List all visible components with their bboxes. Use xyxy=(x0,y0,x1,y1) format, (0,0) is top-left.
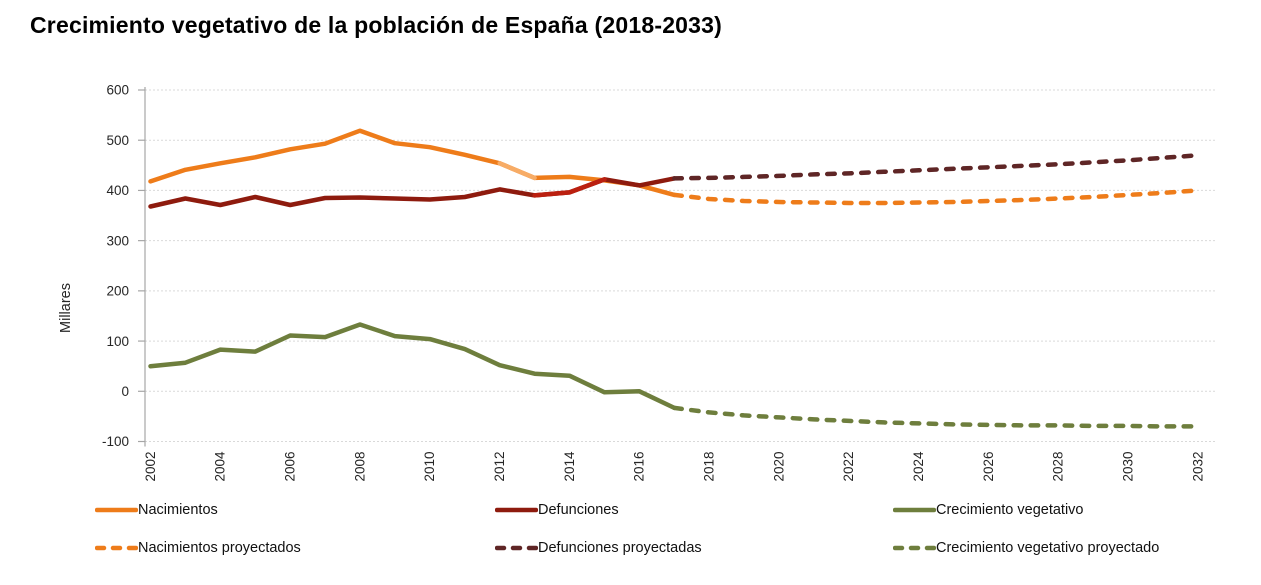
overlay-segment-nacimientos xyxy=(497,161,537,181)
x-tick-label-2030: 2030 xyxy=(1121,452,1136,482)
x-tick-label-2004: 2004 xyxy=(213,451,228,482)
y-tick-label-500: 500 xyxy=(106,133,129,148)
legend-swatch-defunciones-icon xyxy=(495,507,538,513)
x-tick-label-2020: 2020 xyxy=(771,452,786,482)
x-tick-label-2014: 2014 xyxy=(562,451,577,482)
overlay-segment-defunciones xyxy=(532,177,607,198)
x-tick-label-2028: 2028 xyxy=(1051,452,1066,482)
x-tick-label-2024: 2024 xyxy=(911,451,926,482)
x-tick-label-2002: 2002 xyxy=(143,452,158,482)
y-tick-label--100: -100 xyxy=(102,434,129,449)
x-tick-label-2012: 2012 xyxy=(492,452,507,482)
legend-swatch-crecimiento-vegetativo-proyectado-icon xyxy=(893,545,936,551)
y-tick-label-200: 200 xyxy=(106,284,129,299)
y-tick-label-600: 600 xyxy=(106,83,129,98)
legend-swatch-crecimiento-vegetativo-icon xyxy=(893,507,936,513)
legend-swatch-nacimientos-icon xyxy=(95,507,138,513)
x-tick-label-2032: 2032 xyxy=(1190,452,1205,482)
legend-swatch-defunciones-proyectadas-icon xyxy=(495,545,538,551)
x-tick-label-2008: 2008 xyxy=(352,452,367,482)
legend-item-defunciones: Defunciones xyxy=(495,500,619,520)
series-line-crecimiento-vegetativo xyxy=(148,322,677,411)
y-tick-label-400: 400 xyxy=(106,183,129,198)
legend-label: Defunciones xyxy=(538,502,619,518)
legend-label: Nacimientos proyectados xyxy=(138,540,301,556)
series-line-nacimientos xyxy=(148,128,677,198)
series-line-nacimientos-proyectados xyxy=(672,188,1201,206)
x-tick-label-2006: 2006 xyxy=(283,452,298,482)
x-tick-label-2022: 2022 xyxy=(841,452,856,482)
legend-label: Defunciones proyectadas xyxy=(538,540,702,556)
x-tick-label-2010: 2010 xyxy=(422,452,437,482)
x-tick-label-2016: 2016 xyxy=(632,452,647,482)
chart-title: Crecimiento vegetativo de la población d… xyxy=(30,12,723,38)
legend-label: Nacimientos xyxy=(138,502,218,518)
legend-item-nacimientos-proyectados: Nacimientos proyectados xyxy=(95,538,301,558)
legend-item-crecimiento-vegetativo-proyectado: Crecimiento vegetativo proyectado xyxy=(893,538,1159,558)
y-tick-label-300: 300 xyxy=(106,233,129,248)
legend-swatch-nacimientos-proyectados-icon xyxy=(95,545,138,551)
legend-item-crecimiento-vegetativo: Crecimiento vegetativo xyxy=(893,500,1084,520)
x-tick-label-2026: 2026 xyxy=(981,452,996,482)
legend-label: Crecimiento vegetativo xyxy=(936,502,1084,518)
legend-item-nacimientos: Nacimientos xyxy=(95,500,218,520)
series-line-crecimiento-vegetativo-proyectado xyxy=(672,405,1201,429)
y-tick-label-0: 0 xyxy=(121,384,129,399)
series-line-defunciones-proyectadas xyxy=(672,153,1201,181)
y-tick-label-100: 100 xyxy=(106,334,129,349)
x-tick-label-2018: 2018 xyxy=(702,452,717,482)
legend-item-defunciones-proyectadas: Defunciones proyectadas xyxy=(495,538,702,558)
legend-label: Crecimiento vegetativo proyectado xyxy=(936,540,1160,556)
y-axis-title: Millares xyxy=(58,283,74,333)
